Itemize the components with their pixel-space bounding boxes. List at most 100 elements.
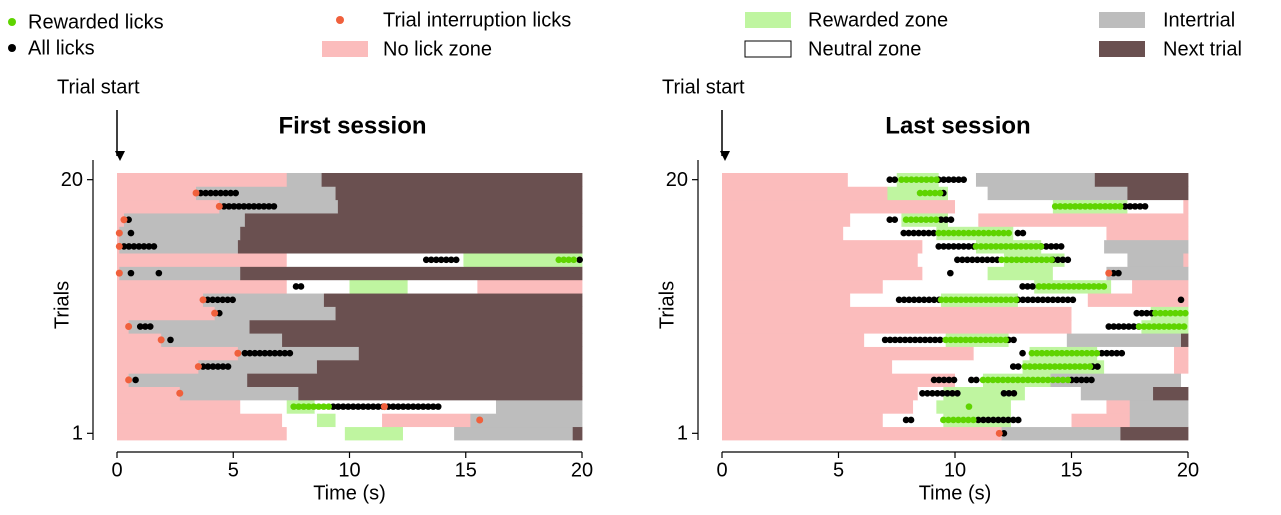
- zone: [323, 293, 583, 307]
- zone: [1010, 413, 1072, 428]
- interruption-lick: [995, 429, 1003, 437]
- zone: [987, 186, 1128, 201]
- zone: [117, 359, 199, 374]
- zone: [722, 359, 893, 374]
- zone: [975, 173, 1096, 187]
- zone: [117, 386, 181, 401]
- zone: [1111, 279, 1133, 294]
- panel: First session Trial start 1 20 Trials 0 5 10 15 2…: [51, 76, 593, 504]
- y-axis-label: Trials: [51, 281, 73, 329]
- zone: [722, 333, 865, 347]
- interruption-lick: [125, 323, 133, 331]
- lick: [127, 229, 135, 237]
- zone: [1064, 253, 1128, 267]
- zone: [161, 333, 283, 347]
- y-tick-label: 20: [666, 169, 688, 191]
- x-tick-label: 10: [944, 459, 966, 481]
- x-tick-label: 15: [1060, 459, 1082, 481]
- zone: [1041, 239, 1105, 254]
- legend-swatch: [1099, 41, 1145, 57]
- x-tick-label: 5: [228, 459, 239, 481]
- zone: [240, 266, 583, 281]
- zone: [722, 386, 919, 401]
- zone: [1106, 226, 1189, 241]
- zone: [1127, 253, 1184, 267]
- interruption-lick: [194, 363, 202, 371]
- interruption-lick: [125, 376, 133, 384]
- legend-label: Trial interruption licks: [383, 9, 571, 31]
- zone: [477, 279, 583, 294]
- zone: [1071, 306, 1152, 321]
- zone: [117, 279, 288, 294]
- legend-dot: [336, 16, 344, 24]
- x-axis-label: Time (s): [919, 482, 992, 504]
- zone: [382, 413, 471, 428]
- zone: [1127, 199, 1184, 214]
- zone: [1106, 266, 1189, 281]
- interruption-lick: [176, 389, 184, 397]
- lick: [1177, 296, 1185, 304]
- zone: [117, 399, 241, 414]
- interruption-lick: [234, 349, 242, 357]
- zone: [1066, 333, 1182, 347]
- zone: [1129, 413, 1189, 428]
- interruption-lick: [199, 296, 207, 304]
- zone: [123, 213, 246, 227]
- zone: [454, 426, 574, 441]
- zone: [247, 373, 583, 387]
- zone: [128, 319, 250, 334]
- zone: [214, 306, 336, 321]
- zone: [286, 279, 350, 294]
- zone: [237, 239, 583, 254]
- zone: [722, 279, 884, 294]
- zone: [117, 333, 162, 347]
- zone: [722, 413, 884, 428]
- zone: [722, 399, 914, 414]
- zone: [119, 266, 241, 281]
- zone: [463, 253, 583, 267]
- zone: [722, 266, 923, 281]
- zone: [722, 186, 888, 201]
- legend-dot: [8, 44, 16, 52]
- zone: [892, 359, 1023, 374]
- zone: [316, 359, 583, 374]
- zone: [1080, 386, 1154, 401]
- zone: [1024, 386, 1082, 401]
- zone: [722, 239, 923, 254]
- zone: [470, 413, 583, 428]
- zone: [1087, 293, 1189, 307]
- zone: [1127, 186, 1189, 201]
- zone: [117, 186, 197, 201]
- zone: [1183, 253, 1189, 267]
- zone: [344, 426, 404, 441]
- zone: [1104, 239, 1189, 254]
- zone: [321, 173, 583, 187]
- zone: [943, 386, 1026, 401]
- zone: [119, 226, 241, 241]
- zone: [1174, 346, 1189, 361]
- zone: [1181, 333, 1189, 347]
- zone: [948, 213, 979, 227]
- annotation: Trial start: [57, 76, 140, 98]
- legend-swatch: [745, 12, 791, 28]
- zone: [722, 346, 975, 361]
- x-tick-label: 20: [1177, 459, 1199, 481]
- zone: [407, 279, 478, 294]
- zone: [847, 173, 898, 187]
- zone: [1181, 373, 1189, 387]
- legend-label: Rewarded zone: [808, 9, 948, 31]
- zone: [495, 399, 583, 414]
- zone: [1183, 199, 1189, 214]
- zone: [117, 373, 130, 387]
- x-tick-label: 10: [338, 459, 360, 481]
- zone: [987, 266, 1054, 281]
- zone: [282, 413, 318, 428]
- zone: [203, 293, 325, 307]
- zone: [922, 266, 989, 281]
- zone: [722, 213, 851, 227]
- annotation: Trial start: [662, 76, 745, 98]
- zone: [936, 399, 1012, 414]
- zone: [722, 319, 1072, 334]
- zone: [240, 226, 583, 241]
